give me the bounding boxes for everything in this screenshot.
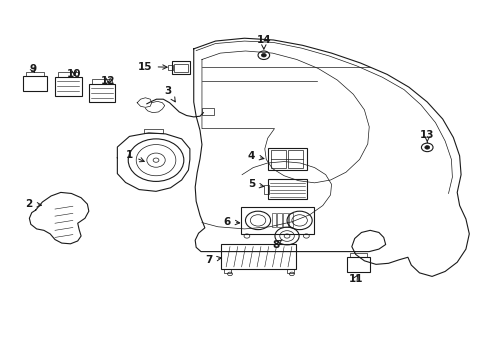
Text: 3: 3 (164, 86, 175, 102)
Circle shape (424, 145, 429, 149)
Text: 7: 7 (205, 255, 221, 265)
Circle shape (261, 54, 265, 57)
Text: 6: 6 (223, 217, 239, 227)
Bar (286, 269, 293, 273)
Bar (58, 72, 78, 77)
Text: 8: 8 (271, 239, 282, 249)
Bar (277, 213, 281, 227)
Bar (287, 150, 302, 168)
Bar (270, 150, 285, 168)
Bar (168, 65, 173, 70)
Bar (288, 213, 293, 227)
Bar (23, 76, 47, 91)
Bar (267, 179, 307, 199)
Text: 1: 1 (126, 150, 144, 162)
Bar (202, 108, 214, 116)
Text: 10: 10 (67, 69, 81, 79)
Text: 12: 12 (101, 76, 115, 86)
Bar (172, 61, 190, 74)
Bar (221, 244, 296, 269)
Bar (26, 72, 44, 76)
Bar (224, 269, 230, 273)
Bar (283, 213, 287, 227)
Bar (89, 84, 115, 102)
Text: 4: 4 (247, 151, 264, 161)
Bar (267, 148, 307, 170)
Bar (349, 253, 366, 257)
Bar (346, 257, 369, 272)
Bar (271, 213, 275, 227)
Bar (174, 64, 187, 72)
Text: 13: 13 (419, 130, 434, 143)
Text: 14: 14 (256, 35, 270, 49)
Bar (55, 77, 81, 96)
Text: 11: 11 (348, 274, 362, 284)
Text: 9: 9 (29, 64, 36, 75)
Text: 5: 5 (247, 179, 264, 189)
Bar (264, 185, 268, 194)
Bar (240, 207, 313, 234)
Text: 2: 2 (25, 199, 41, 209)
Text: 15: 15 (138, 62, 167, 72)
Bar (92, 78, 112, 84)
